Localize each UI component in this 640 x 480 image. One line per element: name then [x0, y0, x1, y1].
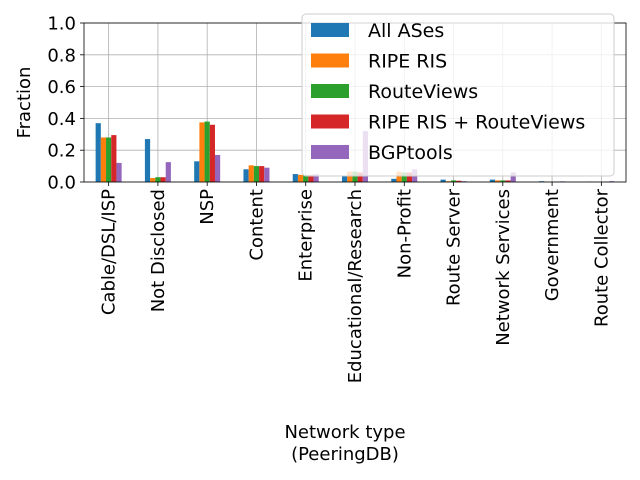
bar [406, 172, 413, 182]
bar [352, 171, 358, 182]
legend-swatch [311, 114, 349, 129]
bar [100, 137, 107, 182]
bar [165, 162, 171, 182]
legend-swatch [311, 53, 349, 68]
x-tick-label: Non-Profit [394, 189, 415, 278]
bar [391, 178, 397, 182]
legend-entry: All ASes [368, 20, 444, 42]
bar [264, 167, 270, 182]
bar [204, 121, 210, 182]
legend-swatch [311, 145, 349, 159]
bar [199, 122, 205, 182]
bar [194, 161, 200, 182]
x-tick-label: Enterprise [296, 189, 317, 282]
y-tick-label: 0.4 [47, 109, 76, 130]
bar [209, 124, 215, 182]
legend-swatch [311, 84, 349, 98]
bar [342, 175, 348, 182]
bar [150, 178, 156, 182]
legend-box [301, 13, 615, 177]
bar [401, 172, 407, 182]
bar [505, 180, 511, 182]
bar [495, 180, 501, 182]
y-tick-label: 1.0 [47, 14, 76, 35]
bar [106, 137, 112, 182]
bar [259, 166, 265, 182]
x-tick-label: Educational/Research [345, 189, 366, 383]
x-axis-label: Network type [284, 422, 405, 443]
bar [253, 166, 260, 182]
bar [248, 165, 254, 182]
bar [155, 177, 161, 182]
bar [510, 172, 516, 182]
legend-entry: BGPtools [368, 142, 453, 164]
bar [313, 174, 319, 182]
x-tick-label: Route Collector [591, 188, 612, 327]
x-tick-label: NSP [197, 189, 218, 225]
bar [292, 174, 298, 182]
bar [243, 169, 249, 182]
y-axis: 0.0 0.2 0.4 0.6 0.8 1.0 [47, 14, 84, 194]
bar [500, 180, 506, 182]
x-tick-label: Route Server [444, 188, 465, 306]
legend-entry: RIPE RIS [368, 51, 447, 73]
legend: All ASes RIPE RIS RouteViews RIPE RIS + Rou… [301, 13, 615, 177]
bar [160, 177, 166, 182]
bar [450, 180, 457, 182]
x-tick-label: Network Services [493, 189, 514, 346]
bar [396, 171, 402, 182]
y-tick-label: 0.0 [47, 173, 76, 194]
x-tick-label: Government [542, 189, 563, 301]
bar [303, 174, 309, 182]
bar [95, 123, 101, 182]
x-tick-label: Cable/DSL/ISP [99, 189, 120, 315]
bar [214, 154, 221, 182]
x-axis: Cable/DSL/ISP Not Disclosed NSP Content Ente… [99, 182, 612, 383]
legend-entry: RouteViews [368, 81, 478, 103]
y-axis-label: Fraction [14, 67, 35, 139]
bar [357, 172, 363, 182]
x-tick-label: Not Disclosed [148, 189, 169, 312]
x-axis-label-sub: (PeeringDB) [291, 444, 399, 465]
bar [111, 135, 117, 182]
y-tick-label: 0.2 [47, 141, 76, 162]
bar [297, 174, 304, 182]
bar [440, 179, 446, 182]
legend-swatch [311, 23, 349, 37]
bar [489, 179, 496, 182]
y-tick-label: 0.8 [47, 45, 76, 66]
bar [116, 162, 122, 182]
y-tick-label: 0.6 [47, 77, 76, 98]
legend-entry: RIPE RIS + RouteViews [368, 112, 585, 134]
bar [308, 174, 314, 182]
bar [347, 171, 353, 182]
bar [456, 180, 462, 182]
bar [144, 139, 151, 182]
x-tick-label: Content [246, 189, 267, 261]
